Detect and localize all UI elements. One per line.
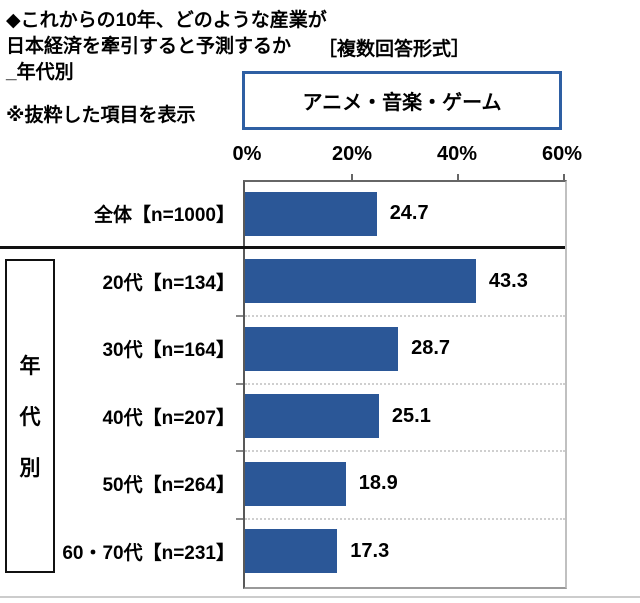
value-label: 28.7 bbox=[411, 337, 451, 360]
bar-40s bbox=[245, 394, 379, 439]
group-label-char: 年 bbox=[19, 355, 41, 378]
chart-row-20s: 20代【n=134】 43.3 bbox=[0, 248, 640, 316]
row-tick-mark bbox=[236, 517, 243, 520]
axis-tick-60: 60% bbox=[541, 143, 583, 165]
category-label: 20代【n=134】 bbox=[102, 272, 235, 294]
answer-format-note: ［複数回答形式］ bbox=[318, 39, 471, 60]
row-tick-mark bbox=[236, 382, 243, 385]
row-separator-dotted bbox=[245, 517, 565, 520]
axis-tick-40: 40% bbox=[436, 143, 478, 165]
category-label: 50代【n=264】 bbox=[102, 475, 235, 497]
chart-row-50s: 50代【n=264】 18.9 bbox=[0, 450, 640, 518]
axis-tick-mark-40 bbox=[457, 174, 459, 181]
bar-20s bbox=[245, 259, 476, 304]
axis-tick-mark-20 bbox=[350, 174, 353, 181]
group-label-char: 代 bbox=[19, 406, 41, 429]
row-tick-mark bbox=[236, 315, 243, 317]
category-label: 30代【n=164】 bbox=[102, 340, 235, 362]
axis-tick-0: 0% bbox=[232, 143, 262, 165]
chart-rows: 全体【n=1000】 24.7 20代【n=134】 43.3 30代【n=16… bbox=[0, 180, 640, 585]
bar-50s bbox=[245, 461, 346, 506]
chart-title-line3: _年代別 bbox=[6, 62, 74, 83]
chart-row-total: 全体【n=1000】 24.7 bbox=[0, 180, 640, 248]
bar-60-70s bbox=[245, 529, 338, 574]
group-label-char: 別 bbox=[19, 457, 41, 480]
category-label: 全体【n=1000】 bbox=[94, 205, 235, 227]
axis-tick-20: 20% bbox=[331, 143, 373, 165]
group-label-box: 年 代 別 bbox=[5, 259, 55, 573]
value-label: 18.9 bbox=[358, 472, 398, 495]
bar-30s bbox=[245, 326, 399, 371]
chart-row-60-70s: 60・70代【n=231】 17.3 bbox=[0, 518, 640, 586]
chart-title-line2: 日本経済を牽引すると予測するか bbox=[6, 36, 292, 57]
row-separator-dotted bbox=[245, 382, 565, 385]
total-group-separator-line bbox=[0, 246, 565, 249]
category-label: 40代【n=207】 bbox=[102, 407, 235, 429]
value-label: 25.1 bbox=[391, 404, 431, 427]
row-separator-dotted bbox=[245, 315, 565, 317]
value-label: 43.3 bbox=[488, 269, 528, 292]
chart-row-30s: 30代【n=164】 28.7 bbox=[0, 315, 640, 383]
row-separator-dotted bbox=[245, 450, 565, 452]
page-bottom-border bbox=[0, 596, 640, 598]
bar-total bbox=[245, 191, 377, 236]
item-title-label: アニメ・音楽・ゲーム bbox=[302, 92, 502, 114]
value-label: 24.7 bbox=[389, 202, 429, 225]
category-label: 60・70代【n=231】 bbox=[62, 542, 235, 564]
excerpt-note: ※抜粋した項目を表示 bbox=[6, 105, 196, 126]
axis-tick-mark-60 bbox=[563, 174, 565, 181]
item-title-box: アニメ・音楽・ゲーム bbox=[242, 71, 562, 130]
chart-title-line1: ◆これからの10年、どのような産業が bbox=[6, 10, 327, 31]
chart-row-40s: 40代【n=207】 25.1 bbox=[0, 383, 640, 451]
row-tick-mark bbox=[236, 450, 243, 452]
value-label: 17.3 bbox=[350, 539, 390, 562]
